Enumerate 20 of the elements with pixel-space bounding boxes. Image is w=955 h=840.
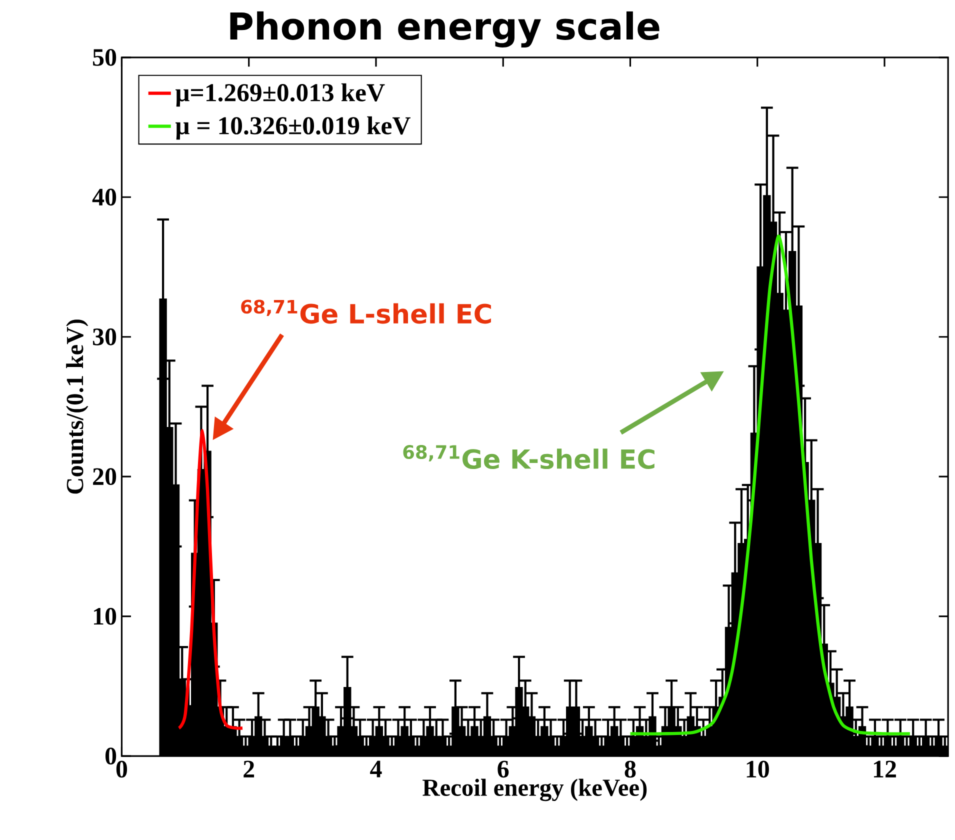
y-tick-label: 40: [92, 188, 116, 206]
x-tick-label: 8: [624, 760, 636, 778]
y-tick-label: 0: [105, 748, 116, 764]
x-tick-label: 12: [874, 760, 896, 778]
y-axis-title: Counts/(0.1 keV): [66, 320, 88, 494]
chart-title: Phonon energy scale: [230, 11, 660, 48]
legend-label: μ = 10.326±0.019 keV: [176, 116, 410, 140]
y-tick-label: 30: [92, 328, 116, 346]
x-tick-label: 0: [116, 760, 128, 778]
y-tick-label: 50: [92, 48, 116, 66]
annotation: $^{68,71}$Ge K-shell EC: [403, 444, 654, 469]
x-axis-title: Recoil energy (keVee): [422, 778, 647, 802]
x-tick-label: 6: [498, 760, 509, 778]
x-tick-label: 4: [370, 760, 382, 778]
annotation: $^{68,71}$Ge L-shell EC: [241, 300, 491, 324]
x-tick-label: 2: [244, 760, 254, 778]
y-tick-label: 10: [94, 608, 116, 625]
x-tick-label: 10: [746, 760, 769, 778]
legend-label: μ=1.269±0.013 keV: [176, 83, 385, 107]
y-tick-label: 20: [93, 468, 116, 485]
